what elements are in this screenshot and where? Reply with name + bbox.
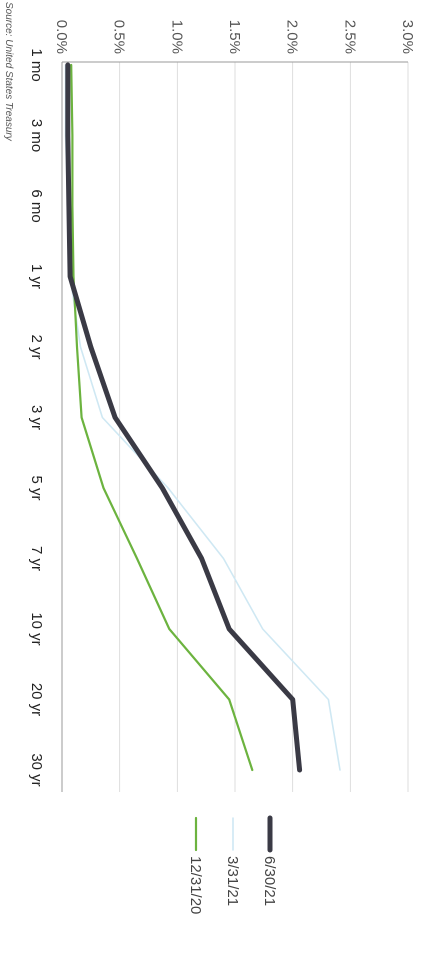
- y-tick-label: 2.5%: [341, 20, 358, 54]
- x-tick-label: 2 yr: [28, 334, 45, 359]
- gridlines: [61, 61, 409, 792]
- x-tick-label: 6 mo: [28, 189, 45, 222]
- legend-label: 3/31/21: [224, 856, 241, 906]
- x-tick-label: 1 yr: [28, 264, 45, 289]
- x-tick-label: 3 yr: [28, 405, 45, 430]
- series-line-3-31-21: [64, 64, 341, 771]
- y-tick-label: 2.0%: [284, 20, 301, 54]
- legend-label: 12/31/20: [187, 856, 204, 914]
- series-line-12-31-20: [70, 63, 254, 772]
- x-tick-label: 20 yr: [28, 683, 45, 716]
- series-lines: [64, 62, 341, 773]
- series-line-6-30-21: [65, 62, 303, 773]
- x-tick-label: 3 mo: [28, 119, 45, 152]
- y-tick-label: 1.5%: [226, 20, 243, 54]
- y-tick-label: 0.0%: [53, 20, 70, 54]
- legend: 12/31/20 3/31/21 6/30/21: [187, 815, 278, 914]
- y-tick-label: 1.0%: [168, 20, 185, 54]
- x-tick-label: 1 mo: [28, 48, 45, 81]
- y-tick-label: 0.5%: [111, 20, 128, 54]
- x-tick-label: 5 yr: [28, 475, 45, 500]
- x-tick-label: 10 yr: [28, 612, 45, 645]
- y-axis-ticks: 0.0% 0.5% 1.0% 1.5% 2.0% 2.5% 3.0%: [53, 20, 416, 54]
- plot-area: 0.0% 0.5% 1.0% 1.5% 2.0% 2.5% 3.0% 1 mo 3 mo 6 m…: [3, 2, 416, 914]
- x-axis-categories: 1 mo 3 mo 6 mo 1 yr 2 yr 3 yr 5 yr 7 yr 10 yr 20 …: [28, 48, 45, 786]
- legend-label: 6/30/21: [261, 856, 278, 906]
- y-tick-label: 3.0%: [399, 20, 416, 54]
- x-tick-label: 7 yr: [28, 546, 45, 571]
- source-note: Source: United States Treasury: [3, 2, 14, 142]
- x-tick-label: 30 yr: [28, 753, 45, 786]
